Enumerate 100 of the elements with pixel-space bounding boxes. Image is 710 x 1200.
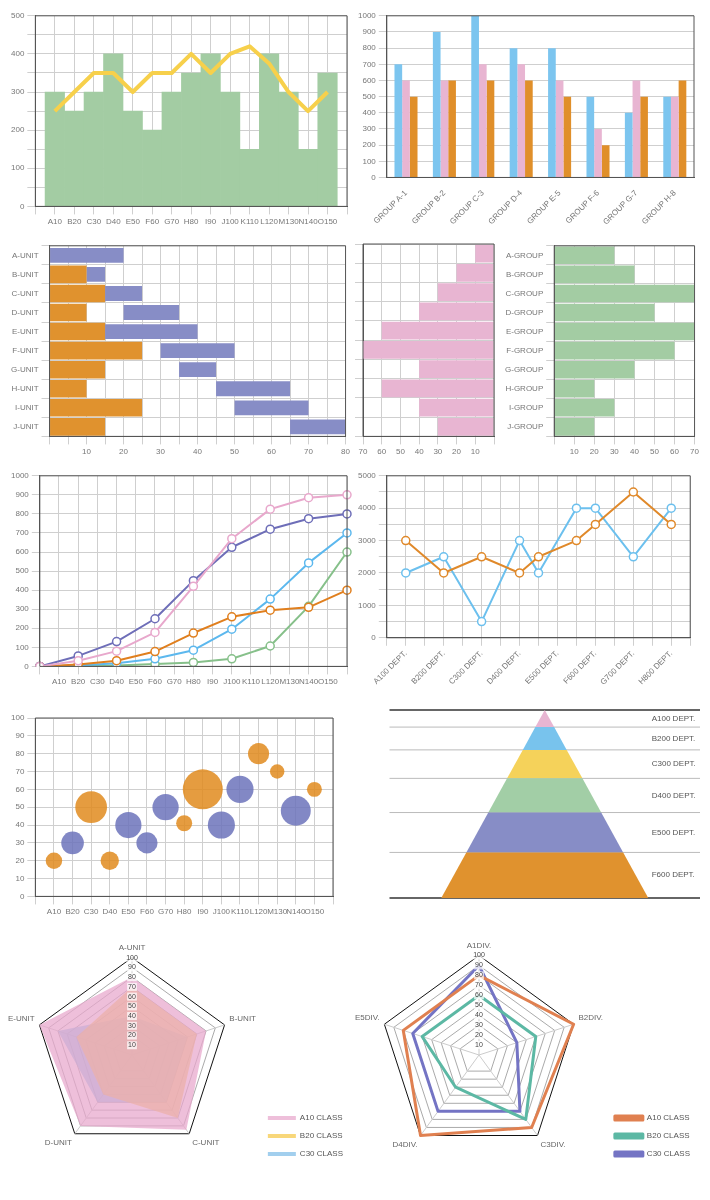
y-tick-label: F-UNIT <box>12 345 39 355</box>
bar <box>50 341 143 360</box>
bar <box>86 266 106 282</box>
x-tick-label: L120 <box>261 677 280 687</box>
y-tick-label: E-UNIT <box>11 326 39 336</box>
y-tick-label: G-GROUP <box>504 364 544 374</box>
y-tick-label: 1000 <box>358 11 377 20</box>
bar <box>525 80 533 177</box>
y-tick-label: 700 <box>15 528 30 538</box>
category-label: F600 DEPT. <box>651 870 695 880</box>
category-label: B200 DEPT. <box>651 733 696 743</box>
y-tick-label: 500 <box>10 11 25 20</box>
y-tick-label: C-UNIT <box>11 288 39 298</box>
bar <box>554 265 635 284</box>
point <box>150 627 160 638</box>
point <box>666 519 676 530</box>
point <box>476 616 487 627</box>
x-tick-label: J100 <box>212 907 231 917</box>
point <box>227 624 237 634</box>
point <box>265 594 275 604</box>
bar <box>517 64 526 177</box>
x-tick-label: A10 <box>51 677 67 687</box>
y-tick-label: 200 <box>10 125 25 135</box>
point <box>265 641 275 651</box>
legend-label: A10 CLASS <box>646 1113 690 1123</box>
spoke-label: E5DIV. <box>355 1013 380 1023</box>
y-tick-label: H-GROUP <box>505 383 544 393</box>
x-tick-label: 20 <box>452 447 462 457</box>
x-tick-label: 20 <box>119 447 129 457</box>
x-tick-label: B20 <box>71 677 86 687</box>
x-tick-label: 60 <box>670 447 680 457</box>
point <box>628 552 639 562</box>
point <box>188 657 199 667</box>
y-tick-label: D-UNIT <box>11 307 39 317</box>
y-tick-label: E-GROUP <box>505 326 544 336</box>
y-tick-label: 200 <box>362 140 377 150</box>
point <box>188 628 199 638</box>
y-tick-label: J-UNIT <box>13 422 39 432</box>
bar <box>670 96 679 177</box>
x-tick-label: 80 <box>341 447 351 457</box>
y-tick-label: 40 <box>15 820 25 830</box>
bar <box>640 96 648 177</box>
legend-label: B20 CLASS <box>646 1131 690 1141</box>
point <box>666 503 676 513</box>
bar <box>50 247 124 263</box>
y-tick-label: H-UNIT <box>11 383 39 393</box>
y-tick-label: 3000 <box>358 535 377 545</box>
bar <box>216 381 291 397</box>
x-tick-label: M130 <box>267 907 288 917</box>
bar <box>594 128 602 177</box>
bar <box>509 48 518 177</box>
x-tick-label: 70 <box>690 447 700 457</box>
x-tick-label: 20 <box>589 447 600 457</box>
point <box>227 533 237 544</box>
x-tick-label: 10 <box>82 447 92 457</box>
x-tick-label: H80 <box>176 907 193 917</box>
point <box>628 487 639 497</box>
y-tick-label: B-UNIT <box>11 269 39 279</box>
bar <box>632 80 641 177</box>
point <box>303 492 314 503</box>
x-tick-label: 50 <box>230 447 240 457</box>
category-label: A100 DEPT. <box>651 713 696 723</box>
y-tick-label: I-UNIT <box>14 403 39 413</box>
x-tick-label: H80 <box>183 217 200 227</box>
bar <box>394 64 403 177</box>
x-tick-label: F60 <box>145 217 160 227</box>
x-tick-label: I90 <box>205 217 217 227</box>
point <box>227 654 237 664</box>
point <box>227 542 237 553</box>
x-tick-label: 70 <box>304 447 314 457</box>
x-tick-label: A10 <box>47 217 63 227</box>
bar <box>290 419 346 435</box>
x-tick-label: E50 <box>121 907 137 917</box>
spoke-label: B2DIV. <box>578 1013 603 1023</box>
x-tick-label: 50 <box>395 447 406 457</box>
y-tick-label: 0 <box>24 661 30 671</box>
x-tick-label: K110 <box>240 217 260 227</box>
y-tick-label: 1000 <box>358 600 377 610</box>
bar <box>381 321 494 340</box>
x-tick-label: O150 <box>318 677 339 687</box>
bar <box>437 417 494 436</box>
x-tick-label: K110 <box>230 907 250 917</box>
bar <box>554 303 655 322</box>
point <box>303 558 314 568</box>
y-tick-label: 300 <box>15 604 30 614</box>
bar <box>419 398 494 417</box>
x-tick-label: I90 <box>207 677 219 687</box>
point <box>265 605 275 615</box>
category-label: D400 DEPT. <box>651 790 696 800</box>
y-tick-label: 100 <box>10 713 25 723</box>
x-tick-label: C30 <box>90 677 106 687</box>
x-tick-label: J100 <box>223 677 242 687</box>
bar <box>234 400 309 416</box>
y-tick-label: 800 <box>15 509 30 519</box>
y-tick-label: 20 <box>15 855 25 865</box>
x-tick-label: G70 <box>164 217 180 227</box>
x-tick-label: N140 <box>299 677 319 687</box>
x-tick-label: O150 <box>317 217 338 227</box>
bar <box>402 80 410 177</box>
point <box>438 552 449 562</box>
